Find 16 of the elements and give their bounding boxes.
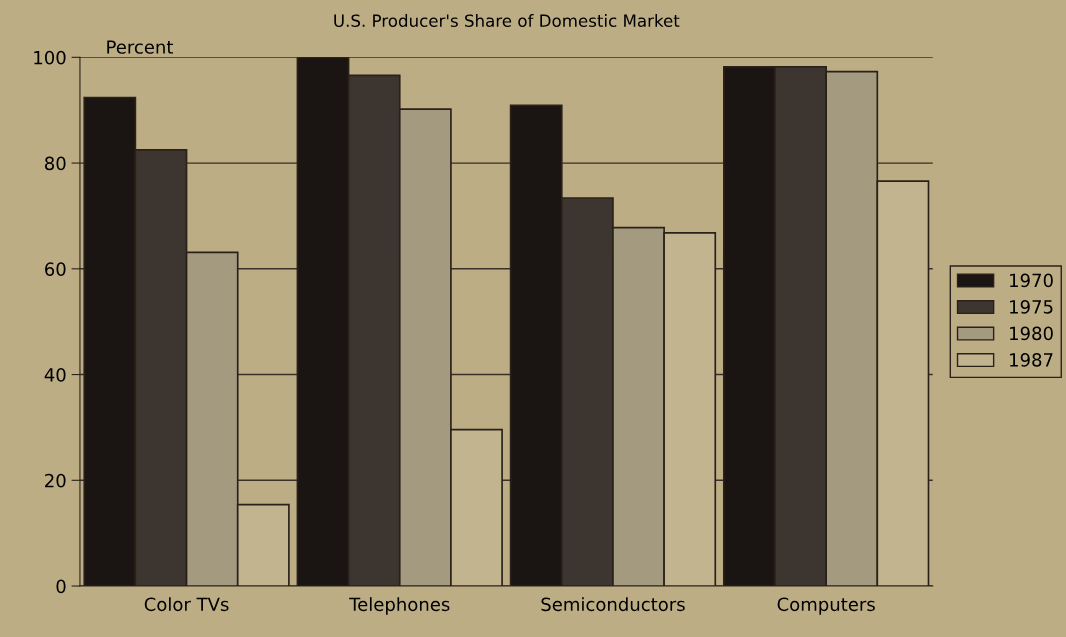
x-tick-label: Color TVs	[144, 597, 229, 612]
chart-title: U.S. Producer's Share of Domestic Market	[334, 14, 680, 28]
y-tick-label: 80	[45, 156, 66, 171]
y-tick-label: 20	[45, 473, 66, 488]
y-tick-label: 0	[56, 579, 66, 594]
x-tick-label: Telephones	[349, 597, 450, 615]
y-tick-label: 100	[34, 50, 66, 65]
x-tick-label: Computers	[777, 597, 875, 615]
x-tick-label: Semiconductors	[541, 597, 685, 612]
legend-label: 1987	[1010, 353, 1053, 367]
y-tick-label: 60	[45, 262, 66, 276]
y-axis-title: Percent	[107, 40, 174, 54]
y-tick-label: 40	[44, 368, 66, 382]
legend-label: 1980	[1010, 326, 1053, 341]
legend-label: 1970	[1010, 273, 1053, 288]
legend-label: 1975	[1010, 300, 1053, 314]
